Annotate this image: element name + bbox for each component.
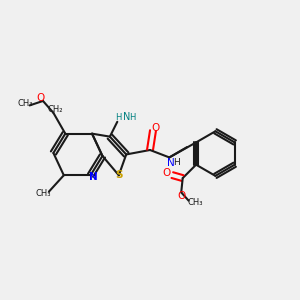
Text: S: S [115, 170, 122, 180]
Text: CH₃: CH₃ [17, 98, 33, 107]
Text: CH₃: CH₃ [36, 189, 51, 198]
Text: N: N [89, 172, 98, 182]
Text: O: O [37, 93, 45, 103]
Text: O: O [177, 191, 185, 201]
Text: H: H [129, 113, 135, 122]
Text: CH₂: CH₂ [47, 105, 63, 114]
Text: CH₃: CH₃ [188, 198, 203, 207]
Text: O: O [163, 168, 171, 178]
Text: H: H [173, 158, 180, 167]
Text: N: N [167, 158, 175, 168]
Text: N: N [122, 112, 130, 122]
Text: H: H [116, 113, 122, 122]
Text: O: O [152, 123, 160, 133]
